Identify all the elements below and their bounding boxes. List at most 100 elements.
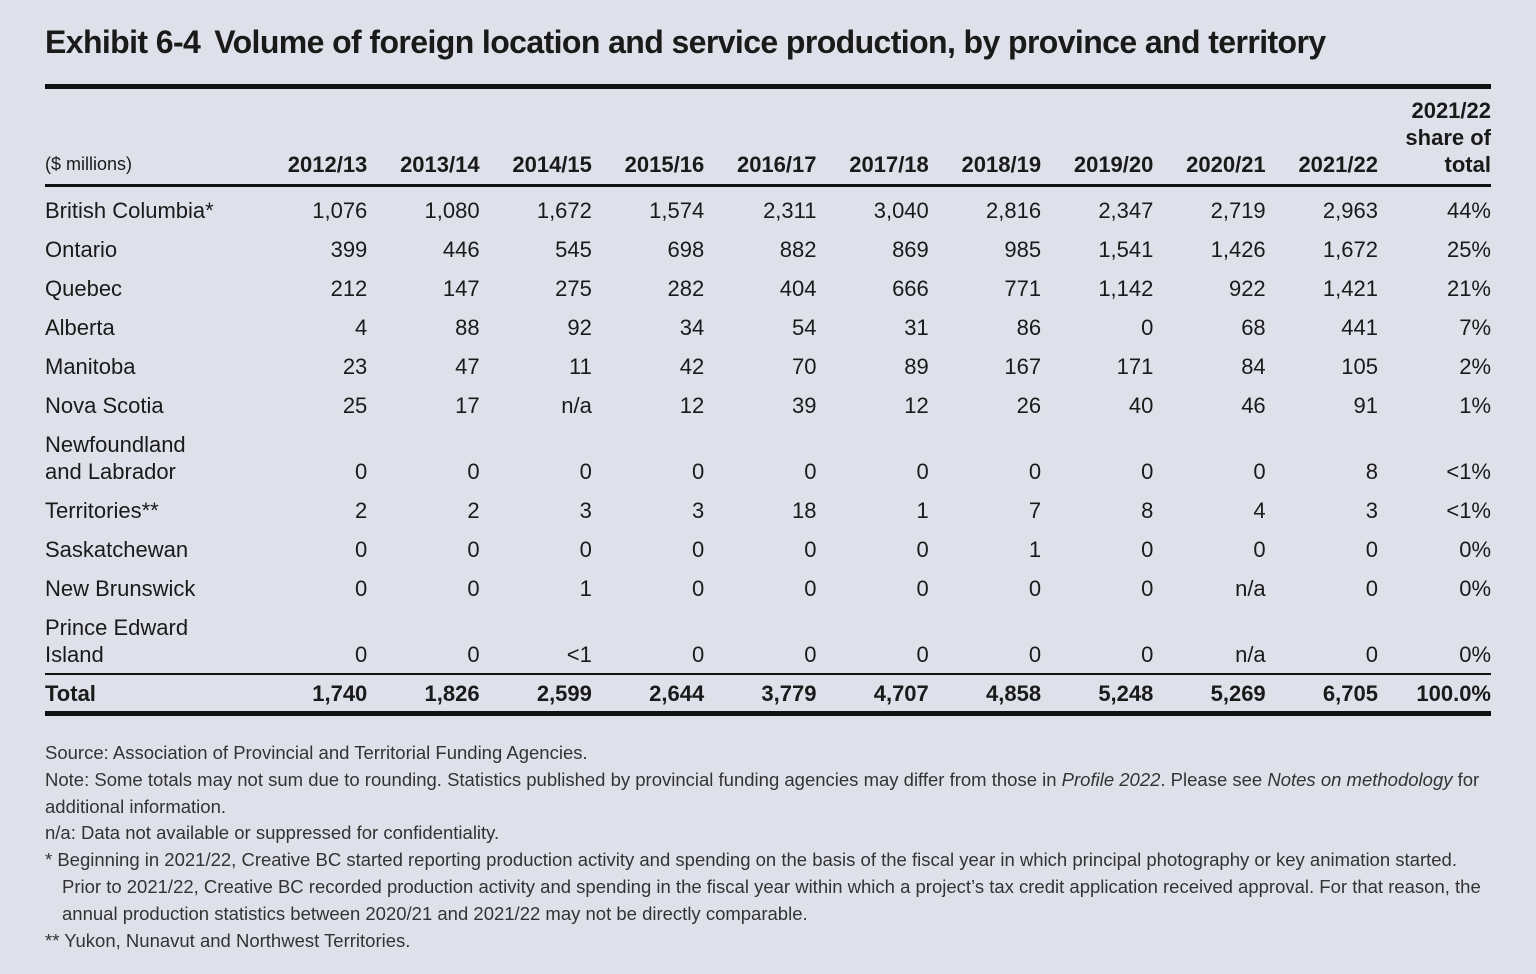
row-label: Alberta: [45, 307, 255, 346]
row-label: Newfoundland and Labrador: [45, 424, 255, 490]
table-cell: 869: [892, 237, 929, 262]
total-cell: 3,779: [704, 673, 817, 716]
table-cell: 212: [330, 276, 368, 301]
row-label: British Columbia*: [45, 186, 255, 230]
total-cell: 5,269: [1153, 673, 1266, 716]
row-label-line: Alberta: [45, 315, 115, 340]
table-cell: 0: [1141, 576, 1154, 601]
table-cell: 26: [1016, 393, 1042, 418]
table-cell: 1: [1028, 537, 1042, 562]
table-cell: 11: [569, 354, 592, 379]
total-cell: 1,826: [367, 673, 480, 716]
row-label-line: Prince Edward: [45, 615, 189, 640]
share-cell: 21%: [1446, 276, 1491, 301]
share-cell: 1%: [1459, 393, 1491, 418]
table-cell: 46: [1241, 393, 1266, 418]
share-cell: 0%: [1459, 642, 1491, 667]
table-cell: 0: [691, 459, 705, 484]
table-cell: 105: [1341, 354, 1378, 379]
profile-reference: Profile 2022: [1061, 768, 1161, 790]
table-cell: 404: [779, 276, 817, 301]
exhibit-title-text: Volume of foreign location and service p…: [214, 24, 1326, 60]
share-cell: 25%: [1446, 237, 1491, 262]
table-cell: 7: [1028, 498, 1042, 523]
row-label-line: Manitoba: [45, 354, 136, 379]
column-header: 2018/19: [928, 89, 1042, 187]
share-cell: 7%: [1459, 315, 1491, 340]
column-header: 2012/13: [255, 89, 368, 187]
table-cell: 3,040: [873, 198, 929, 223]
table-cell: 8: [1365, 459, 1378, 484]
row-label-line: Nova Scotia: [45, 393, 164, 418]
table-row: Quebec 212 147 275 282 404 666 771 1,142 922 1,421…: [45, 268, 1491, 307]
table-cell: 88: [455, 315, 480, 340]
table-cell: 399: [330, 237, 368, 262]
table-cell: 0: [804, 576, 817, 601]
table-cell: 0: [579, 459, 592, 484]
table-row: Newfoundland and Labrador 0 0 0 0 0 0 0 0 0 8 <1%: [45, 424, 1491, 490]
table-cell: 441: [1341, 315, 1378, 340]
table-cell: 0: [1141, 315, 1154, 340]
table-cell: 0: [916, 642, 929, 667]
table-cell: 0: [1365, 537, 1378, 562]
territories-footnote: ** Yukon, Nunavut and Northwest Territor…: [45, 929, 411, 951]
table-cell: 31: [904, 315, 929, 340]
table-cell: 12: [679, 393, 705, 418]
table-cell: 12: [904, 393, 929, 418]
table-cell: 275: [555, 276, 592, 301]
table-cell: 446: [442, 237, 480, 262]
row-label-line: Newfoundland: [45, 432, 186, 457]
table-row: Prince Edward Island 0 0 <1 0 0 0 0 0 n/a 0 0%: [45, 607, 1491, 674]
table-cell: 0: [1028, 459, 1042, 484]
table-cell: 1,142: [1098, 276, 1154, 301]
table-cell: 0: [691, 537, 705, 562]
column-header: 2019/20: [1041, 89, 1154, 187]
table-cell: 23: [342, 354, 368, 379]
share-header-line: 2021/22: [1411, 98, 1491, 123]
table-cell: 42: [679, 354, 705, 379]
exhibit-number: Exhibit 6-4: [45, 24, 201, 60]
table-cell: 0: [804, 642, 817, 667]
table-row: Nova Scotia 25 17 n/a 12 39 12 26 40 46 91 1%: [45, 385, 1491, 424]
share-cell: 0%: [1459, 537, 1491, 562]
table-cell: 39: [792, 393, 817, 418]
table-cell: 0: [355, 459, 368, 484]
table-row: New Brunswick 0 0 1 0 0 0 0 0 n/a 0 0%: [45, 568, 1491, 607]
table-cell: 3: [1365, 498, 1378, 523]
row-label: New Brunswick: [45, 568, 255, 607]
total-row: Total 1,740 1,826 2,599 2,644 3,779 4,707 4,858…: [45, 673, 1491, 716]
table-cell: 1,574: [649, 198, 705, 223]
table-cell: 0: [1028, 642, 1042, 667]
row-label-line: Ontario: [45, 237, 118, 262]
share-cell: 44%: [1446, 198, 1491, 223]
share-cell: 0%: [1459, 576, 1491, 601]
column-header: 2016/17: [704, 89, 817, 187]
row-label: Prince Edward Island: [45, 607, 255, 674]
table-cell: 0: [355, 642, 368, 667]
table-cell: 1: [916, 498, 929, 523]
na-note: n/a: Data not available or suppressed fo…: [45, 822, 500, 844]
table-row: Territories** 2 2 3 3 18 1 7 8 4 3 <1%: [45, 490, 1491, 529]
row-label-line: Island: [45, 642, 104, 667]
table-cell: 0: [804, 459, 817, 484]
total-cell: 6,705: [1265, 673, 1378, 716]
total-cell: 4,858: [928, 673, 1042, 716]
table-cell: 40: [1128, 393, 1154, 418]
table-cell: n/a: [1235, 576, 1266, 601]
table-cell: 91: [1353, 393, 1378, 418]
rounding-note: Note: Some totals may not sum due to rou…: [45, 767, 1491, 821]
share-cell: 2%: [1459, 354, 1491, 379]
table-row: Alberta 4 88 92 34 54 31 86 0 68 441 7%: [45, 307, 1491, 346]
row-label: Nova Scotia: [45, 385, 255, 424]
table-cell: 0: [691, 642, 705, 667]
total-share-cell: 100.0%: [1377, 673, 1491, 716]
table-cell: 0: [1253, 459, 1266, 484]
table-cell: 70: [792, 354, 817, 379]
table-cell: 3: [579, 498, 592, 523]
total-cell: 4,707: [816, 673, 929, 716]
column-header: 2021/22: [1265, 89, 1378, 187]
table-cell: 0: [467, 537, 480, 562]
table-cell: 0: [916, 459, 929, 484]
table-cell: 1,421: [1322, 276, 1378, 301]
